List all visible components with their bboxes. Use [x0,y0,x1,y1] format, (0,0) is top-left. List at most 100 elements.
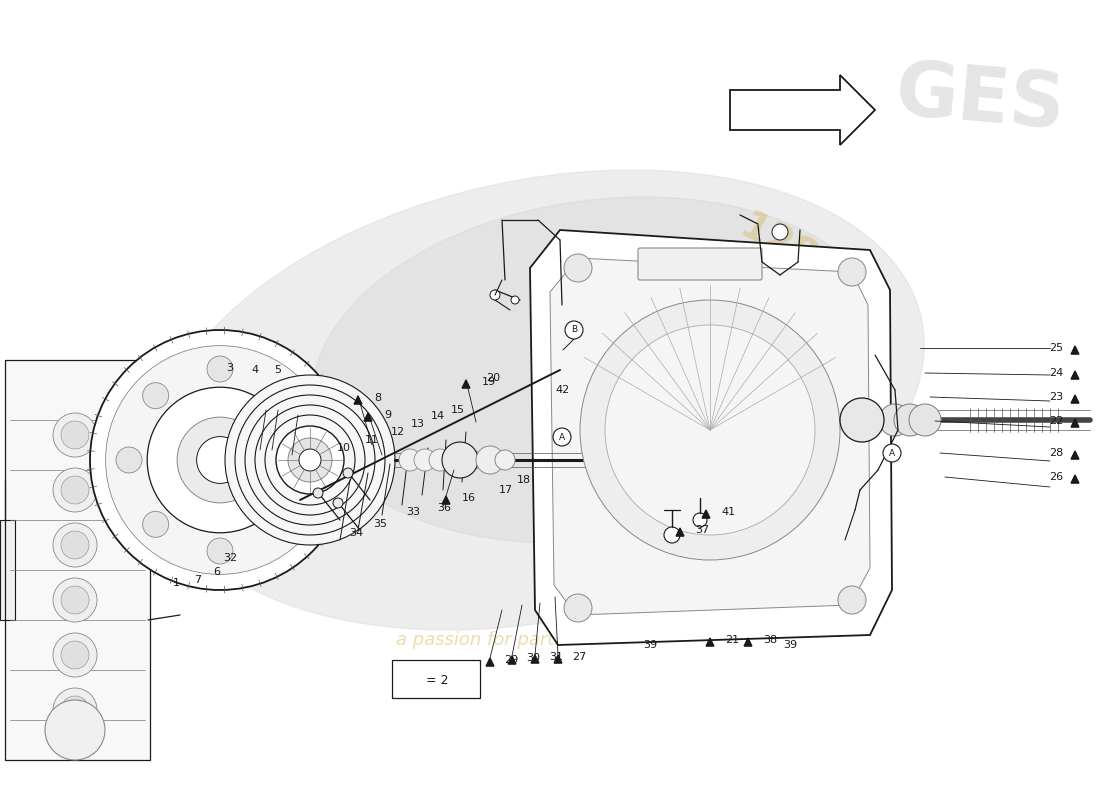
Text: 20: 20 [486,373,500,383]
Text: 1: 1 [173,578,179,588]
Circle shape [90,330,350,590]
Circle shape [106,346,334,574]
Text: 37: 37 [695,525,710,535]
Polygon shape [1071,419,1079,427]
Circle shape [60,421,89,449]
Polygon shape [508,656,516,664]
Circle shape [459,449,481,471]
Circle shape [314,488,323,498]
Text: 24: 24 [1048,368,1063,378]
Polygon shape [730,75,875,145]
Polygon shape [486,658,494,666]
Circle shape [143,382,168,409]
Circle shape [605,325,815,535]
Polygon shape [354,396,362,404]
Text: 10: 10 [337,443,351,453]
Text: 26: 26 [1049,472,1063,482]
Polygon shape [1071,475,1079,483]
Text: 8: 8 [374,393,381,403]
Circle shape [879,404,911,436]
Text: 16: 16 [462,493,476,503]
Circle shape [272,382,297,409]
Circle shape [333,498,343,508]
Circle shape [53,578,97,622]
Circle shape [53,523,97,567]
Text: 17: 17 [499,485,513,495]
Text: 31: 31 [549,652,563,662]
Circle shape [265,415,355,505]
Circle shape [838,586,866,614]
Circle shape [565,321,583,339]
Circle shape [53,468,97,512]
Circle shape [444,449,466,471]
FancyBboxPatch shape [0,520,15,620]
Circle shape [442,442,478,478]
Text: A: A [889,449,895,458]
Polygon shape [676,528,684,536]
Polygon shape [531,655,539,663]
Text: 9: 9 [384,410,392,420]
Circle shape [177,417,263,503]
Polygon shape [554,655,562,663]
Text: 42: 42 [556,385,570,395]
Circle shape [664,527,680,543]
Circle shape [255,405,365,515]
Circle shape [429,449,451,471]
Text: B: B [571,326,578,334]
Polygon shape [1071,395,1079,403]
Text: GES: GES [892,56,1068,144]
Ellipse shape [311,197,888,543]
Circle shape [197,437,243,483]
Text: 38: 38 [763,635,777,645]
Circle shape [580,300,840,560]
Text: 28: 28 [1048,448,1063,458]
Text: 21: 21 [725,635,739,645]
Text: 15: 15 [451,405,465,415]
Text: 23: 23 [1049,392,1063,402]
Circle shape [53,688,97,732]
Circle shape [414,449,436,471]
Text: a passion for parts: a passion for parts [396,631,564,649]
Circle shape [60,641,89,669]
FancyBboxPatch shape [638,248,762,280]
Text: 33: 33 [406,507,420,517]
Text: 41: 41 [720,507,735,517]
Text: 30: 30 [526,653,540,663]
Text: 39: 39 [783,640,798,650]
Circle shape [235,385,385,535]
Polygon shape [1071,371,1079,379]
Circle shape [298,447,324,473]
Circle shape [276,426,344,494]
Circle shape [143,511,168,538]
Polygon shape [744,638,752,646]
Text: 29: 29 [504,655,518,665]
Circle shape [53,633,97,677]
Circle shape [564,594,592,622]
Circle shape [553,428,571,446]
Circle shape [245,395,375,525]
Polygon shape [408,669,416,677]
Text: 12: 12 [390,427,405,437]
Polygon shape [702,510,710,518]
Circle shape [53,413,97,457]
Circle shape [693,513,707,527]
Text: 18: 18 [517,475,531,485]
Circle shape [772,224,788,240]
Polygon shape [530,230,892,645]
Text: = 2: = 2 [426,674,449,686]
Polygon shape [462,380,470,388]
Circle shape [60,696,89,724]
Circle shape [288,438,332,482]
Circle shape [207,356,233,382]
Circle shape [299,449,321,471]
Polygon shape [1071,346,1079,354]
Text: 34: 34 [349,528,363,538]
Text: 5: 5 [275,365,282,375]
Circle shape [399,449,421,471]
Text: 1285: 1285 [734,208,847,292]
Circle shape [490,290,500,300]
Circle shape [116,447,142,473]
Text: 7: 7 [195,575,201,585]
Polygon shape [364,413,372,421]
Text: A: A [559,433,565,442]
